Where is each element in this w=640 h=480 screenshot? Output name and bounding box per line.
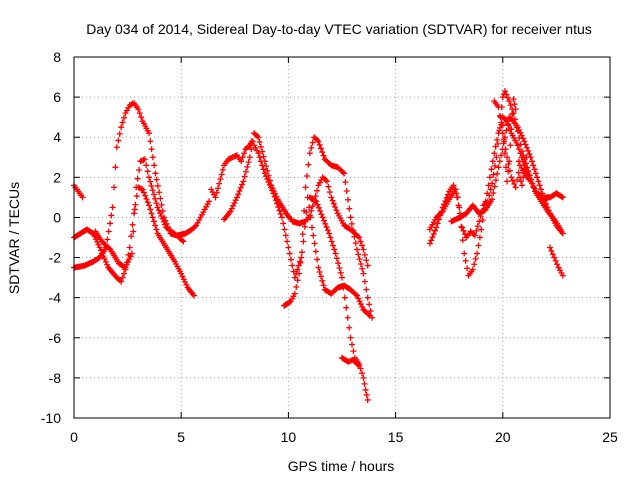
x-tick-label: 5 [177,429,185,445]
y-tick-label: -4 [49,290,62,306]
y-tick-label: 8 [53,49,61,65]
axis-ticks: 0 5 10 15 20 25 -10 -8 -6 -4 -2 0 2 4 6 8 [41,49,618,445]
data-point-markers [448,114,566,237]
data-point-markers [92,156,213,271]
x-axis-label: GPS time / hours [288,458,395,474]
y-tick-label: 2 [53,169,61,185]
y-tick-label: 4 [53,129,61,145]
series-trace-n [491,98,532,191]
data-point-markers [208,138,255,201]
series-trace-j [339,354,363,369]
data-point-markers [339,354,363,369]
x-tick-label: 15 [388,429,404,445]
data-point-markers [546,244,566,279]
series-trace-l [426,114,566,279]
data-point-markers [426,114,566,279]
y-tick-label: 0 [53,209,61,225]
x-tick-label: 20 [495,429,511,445]
data-point-markers [499,96,530,189]
series-trace-g [251,134,376,321]
series-trace-i [306,194,371,403]
series-trace-m [448,114,566,237]
y-tick-label: -8 [49,370,62,386]
series-trace-e [208,138,255,201]
data-point-markers [491,98,532,191]
x-tick-label: 10 [281,429,297,445]
x-tick-label: 0 [70,429,78,445]
series-trace-p [499,96,530,189]
y-tick-label: 6 [53,89,61,105]
data-point-markers [306,194,371,403]
series-trace-o [546,244,566,279]
y-tick-label: -10 [41,410,61,426]
y-tick-label: -6 [49,330,62,346]
x-tick-label: 25 [602,429,618,445]
data-points [71,88,566,403]
y-axis-label: SDTVAR / TECUs [6,182,22,294]
data-point-markers [251,134,376,321]
plot-frame [73,56,611,419]
y-tick-label: -2 [49,250,62,266]
chart-title: Day 034 of 2014, Sidereal Day-to-day VTE… [86,21,592,37]
series-trace-d [92,156,213,271]
